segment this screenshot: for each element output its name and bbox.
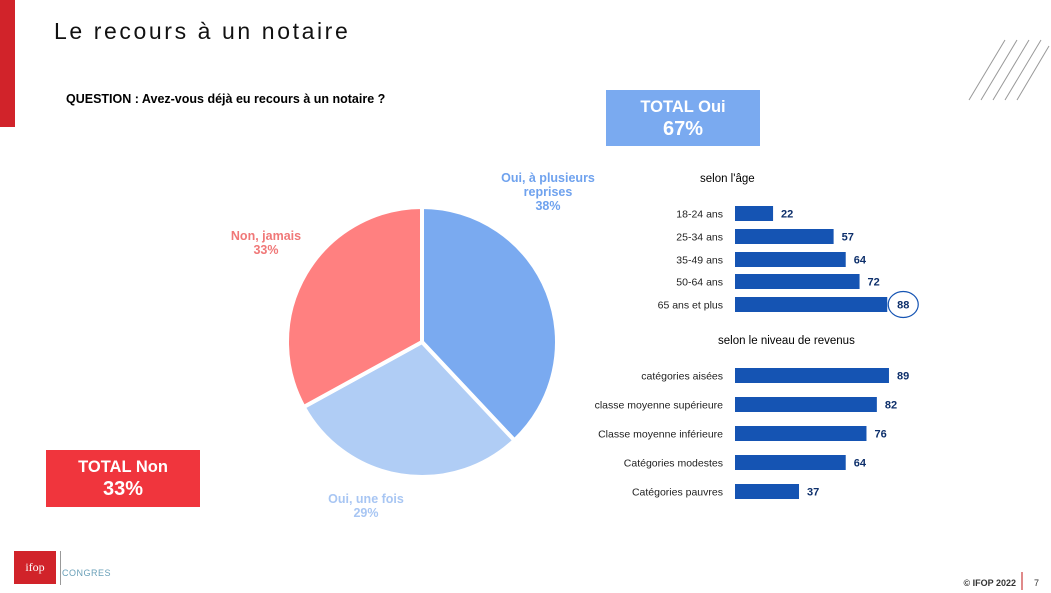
age-value-label: 57 <box>842 232 854 244</box>
age-bar <box>735 252 846 267</box>
age-highlight-circle <box>887 290 919 319</box>
revenus-value-label: 37 <box>807 487 819 499</box>
revenus-category-label: Catégories pauvres <box>632 487 723 499</box>
pie-label-une-fois-pct: 29% <box>353 506 379 520</box>
revenus-category-label: classe moyenne supérieure <box>595 400 724 412</box>
revenus-category-label: Classe moyenne inférieure <box>598 429 723 441</box>
pie-label-plusieurs-pct: 38% <box>535 199 561 213</box>
age-category-label: 18-24 ans <box>676 209 723 221</box>
revenus-value-label: 76 <box>874 429 886 441</box>
decorative-hatch <box>968 39 1050 101</box>
pie-slice-1 <box>300 339 518 479</box>
revenus-section-title: selon le niveau de revenus <box>718 335 855 347</box>
revenus-bar <box>735 368 889 383</box>
age-category-label: 50-64 ans <box>676 277 723 289</box>
pie-label-une-fois: Oui, une fois 29% <box>306 492 426 520</box>
age-value-label: 22 <box>781 209 793 221</box>
age-bar <box>735 297 888 312</box>
revenus-value-label: 89 <box>897 371 909 383</box>
age-bar <box>735 229 834 244</box>
pie-label-jamais-text: Non, jamais <box>230 229 302 243</box>
revenus-value-label: 64 <box>854 458 867 470</box>
pie-label-plusieurs: Oui, à plusieurs reprises 38% <box>486 171 610 213</box>
footer-copyright: © IFOP 2022 <box>963 578 1017 588</box>
total-oui-box: TOTAL Oui 67% <box>606 90 760 146</box>
red-accent-bar <box>0 0 15 127</box>
pie-label-une-fois-text: Oui, une fois <box>328 492 404 506</box>
total-non-box: TOTAL Non 33% <box>46 450 200 507</box>
total-non-label: TOTAL Non <box>78 458 168 476</box>
pie-label-jamais-pct: 33% <box>253 243 279 257</box>
revenus-category-label: catégories aisées <box>641 371 723 383</box>
pie-label-jamais: Non, jamais 33% <box>216 229 316 257</box>
logo-separator <box>60 551 61 585</box>
revenus-value-label: 82 <box>885 400 897 412</box>
question-text: QUESTION : Avez-vous déjà eu recours à u… <box>66 92 386 106</box>
pie-slice-0 <box>420 204 559 444</box>
pie-slice-2 <box>285 204 424 410</box>
revenus-bar <box>735 397 877 412</box>
age-value-label: 64 <box>854 255 867 267</box>
total-oui-label: TOTAL Oui <box>640 98 726 116</box>
revenus-bar <box>735 426 867 441</box>
age-category-label: 25-34 ans <box>676 232 723 244</box>
footer-separator <box>1021 572 1023 590</box>
revenus-bar <box>735 484 800 499</box>
age-category-label: 65 ans et plus <box>658 300 723 312</box>
page-title: Le recours à un notaire <box>54 18 351 44</box>
total-oui-value: 67% <box>662 118 704 140</box>
pie-label-plusieurs-line1: Oui, à plusieurs <box>501 171 595 185</box>
congres-logo: CONGRES <box>62 568 112 578</box>
revenus-bar <box>735 455 846 470</box>
age-bar <box>735 206 774 221</box>
revenus-category-label: Catégories modestes <box>624 458 723 470</box>
age-value-label: 88 <box>897 300 909 312</box>
total-non-value: 33% <box>102 478 144 500</box>
ifop-logo: ifop <box>14 551 56 584</box>
age-bar <box>735 274 860 289</box>
age-category-label: 35-49 ans <box>676 255 723 267</box>
age-section-title: selon l'âge <box>700 173 755 185</box>
age-value-label: 72 <box>868 277 880 289</box>
pie-label-plusieurs-line2: reprises <box>523 185 573 199</box>
page-number: 7 <box>1033 578 1039 588</box>
